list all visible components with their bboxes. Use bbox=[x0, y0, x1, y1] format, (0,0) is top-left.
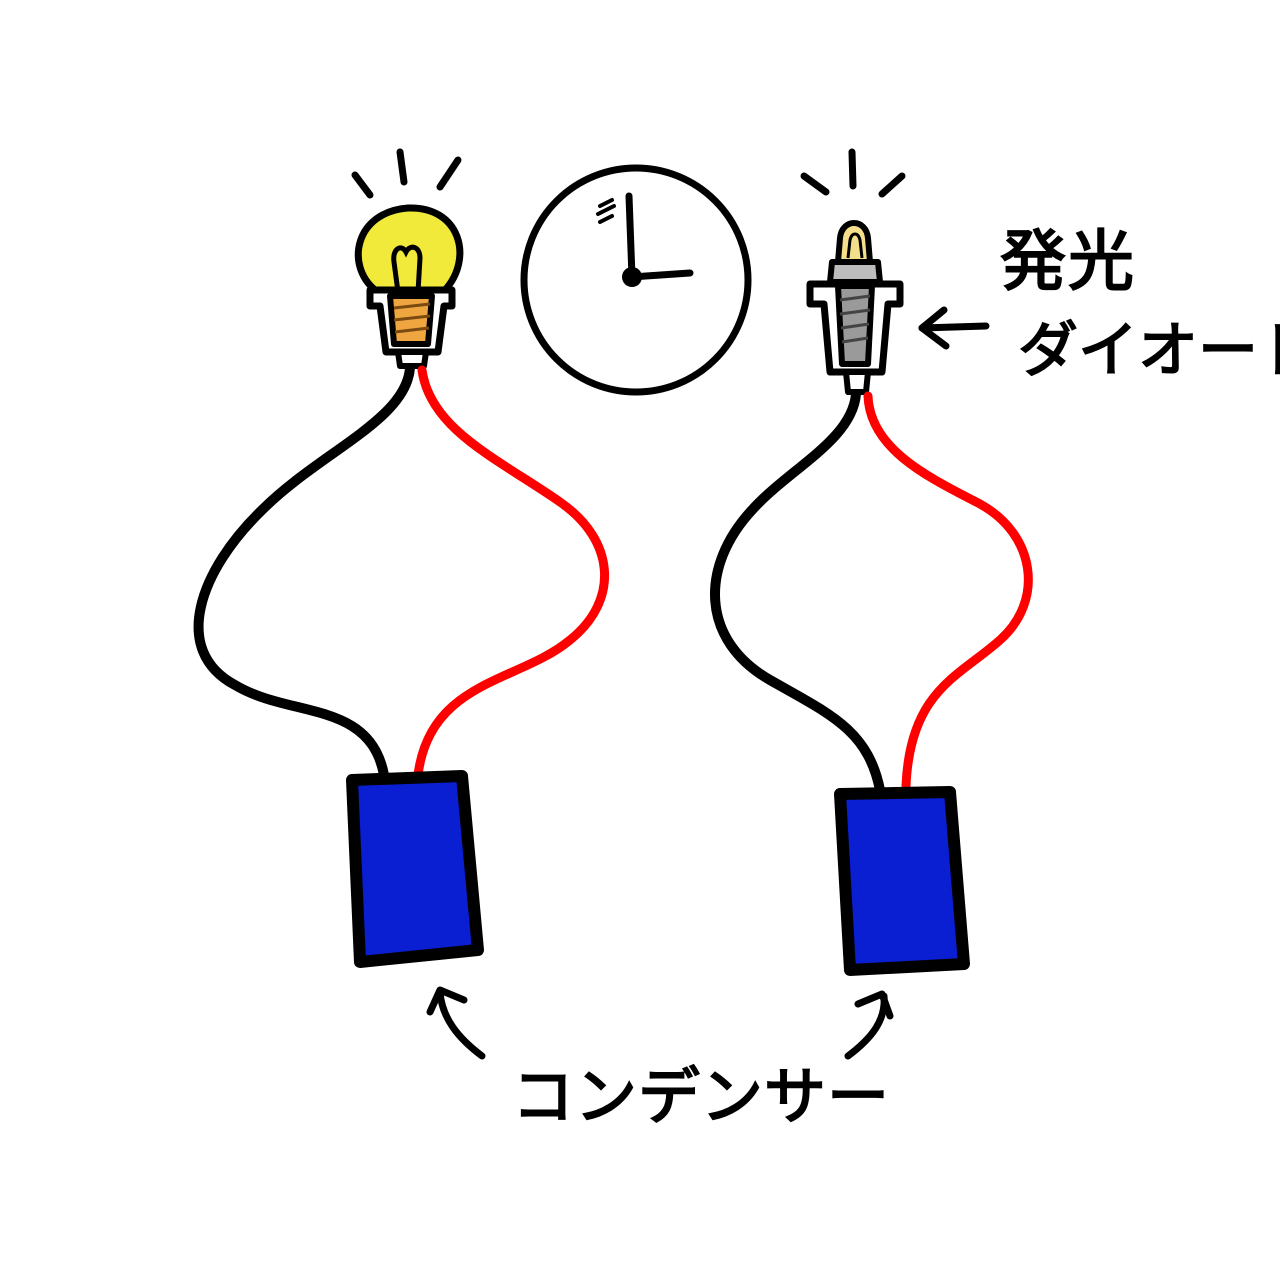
bulb-filament bbox=[391, 244, 423, 295]
bulb-glow-rays bbox=[351, 148, 462, 199]
capacitor-arrow-left-icon bbox=[426, 986, 486, 1060]
led-label-line2: ダイオード bbox=[1018, 316, 1280, 386]
led-threads bbox=[839, 294, 871, 344]
led-glow-rays bbox=[800, 148, 906, 198]
left-wire-black bbox=[193, 363, 415, 780]
right-wire-black bbox=[710, 389, 885, 795]
led-label-line1: 発光 bbox=[1000, 223, 1136, 300]
left-wire-red bbox=[413, 365, 609, 780]
capacitor-arrow-right-icon bbox=[844, 990, 894, 1060]
led-tip bbox=[843, 369, 871, 395]
left-capacitor bbox=[346, 770, 484, 968]
clock-center bbox=[622, 267, 642, 287]
capacitor-label: コンデンサー bbox=[512, 1060, 891, 1133]
led-inner bbox=[846, 232, 864, 259]
clock-motion-marks bbox=[596, 198, 616, 224]
bulb-screw-threads bbox=[393, 302, 431, 334]
right-wire-red bbox=[863, 391, 1033, 791]
clock-icon bbox=[520, 164, 752, 396]
led-dome bbox=[835, 220, 873, 265]
right-capacitor bbox=[834, 786, 970, 976]
light-bulb-icon bbox=[351, 148, 464, 369]
led-collar bbox=[827, 259, 883, 285]
led-arrow-icon bbox=[918, 306, 990, 350]
clock-minute-hand bbox=[625, 192, 636, 281]
led-icon bbox=[800, 148, 906, 395]
